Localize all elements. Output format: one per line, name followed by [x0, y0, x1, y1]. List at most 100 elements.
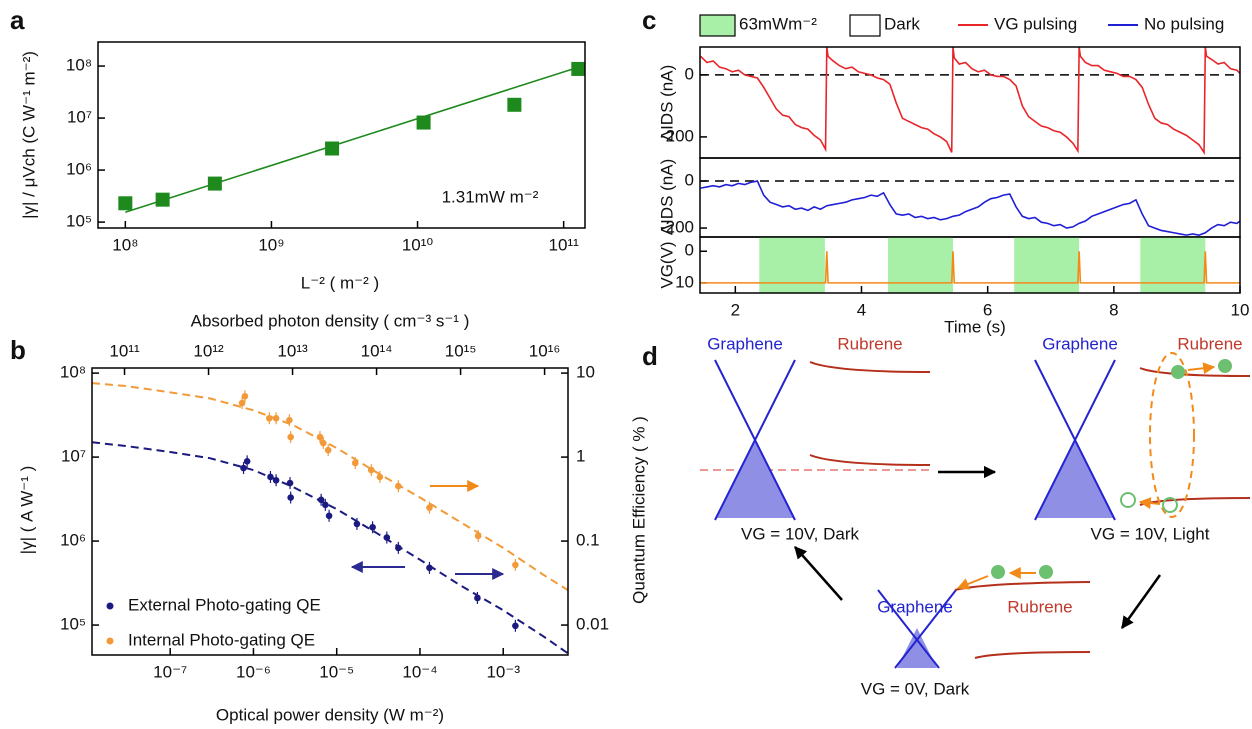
data-point	[512, 561, 519, 569]
y2-tick-label: 0.1	[576, 531, 600, 550]
y-tick-label: 10⁶	[66, 160, 92, 179]
x-label: L⁻² ( m⁻² )	[301, 273, 379, 292]
y-tick-label: 10	[675, 272, 694, 291]
legend-label: 63mWm⁻²	[739, 14, 817, 33]
series-line	[700, 47, 1240, 156]
cycle-arrow	[794, 546, 843, 601]
panel-label: a	[10, 5, 25, 35]
y-tick-label: 10⁷	[67, 108, 92, 127]
y2-tick-label: 0.01	[576, 615, 609, 634]
x-tick-label: 10⁻³	[486, 662, 520, 681]
rubrene-label: Rubrene	[1007, 597, 1072, 616]
dirac-cone	[714, 359, 796, 521]
legend: External Photo-gating QE Internal Photo-g…	[106, 595, 321, 649]
x2-tick-label: 10¹²	[193, 341, 224, 360]
data-point	[243, 458, 251, 465]
light-interval	[1140, 237, 1206, 293]
x-tick-label: 10⁹	[258, 235, 284, 254]
x2-tick-label: 10¹⁴	[361, 341, 393, 360]
y-tick-label: 0	[685, 171, 694, 190]
x-tick-label: 10⁻⁵	[319, 662, 354, 681]
dirac-cone	[1034, 359, 1116, 521]
panel-label: b	[10, 335, 26, 365]
state-caption: VG = 0V, Dark	[861, 679, 970, 698]
dirac-cone	[877, 589, 940, 669]
band	[809, 361, 931, 373]
cycle-arrow	[1120, 574, 1162, 630]
y-label: |γ| ( A W⁻¹ )	[17, 466, 36, 555]
y-tick-label: 0	[685, 64, 694, 83]
dirac-cone	[894, 589, 957, 669]
x-tick-label: 6	[983, 300, 992, 319]
data-point	[426, 504, 433, 511]
data-point	[507, 97, 522, 112]
x-tick-label: 10¹⁰	[402, 235, 434, 254]
legend-label: No pulsing	[1144, 14, 1224, 33]
legend-swatch	[849, 14, 881, 37]
data-point	[376, 473, 384, 481]
legend-label: VG pulsing	[994, 14, 1077, 33]
data-point	[369, 523, 376, 531]
transfer-arrow	[1187, 362, 1216, 375]
panel-label: c	[642, 5, 656, 35]
y-tick-label: 10⁸	[60, 363, 86, 382]
chart: 10⁸ 10⁹ 10¹⁰ 10¹¹ 10⁵ 10⁶ 10⁷ 10⁸ a L⁻² ( m⁻² ) |γ…	[10, 5, 586, 292]
series-line	[700, 180, 1240, 236]
hole	[1120, 492, 1136, 508]
series-line	[700, 251, 1240, 284]
x2-tick-label: 10¹¹	[109, 341, 140, 360]
chart: 10⁻⁷ 10⁻⁶ 10⁻⁵ 10⁻⁴ 10⁻³ 10¹¹ 10¹² 10¹³ 10¹⁴ 10¹⁵…	[10, 311, 648, 724]
plot-frame	[699, 46, 1241, 159]
y-tick-label: 0	[685, 241, 694, 260]
graphene-label: Graphene	[1042, 334, 1118, 353]
x-tick-label: 10⁻⁷	[153, 662, 187, 681]
y-tick-label: 10⁷	[61, 447, 86, 466]
legend-label: Internal Photo-gating QE	[128, 630, 315, 649]
y-label: |γ| / μVch (C W⁻¹ m⁻²)	[19, 51, 38, 219]
data-point	[287, 433, 294, 441]
graphene-label: Graphene	[877, 597, 953, 616]
filled-states	[1036, 440, 1114, 518]
state-caption: VG = 10V, Dark	[741, 524, 859, 543]
data-point	[353, 520, 361, 528]
y-tick-label: 10⁵	[66, 212, 92, 231]
series-line	[125, 66, 579, 213]
x-tick-label: 10⁻⁴	[402, 662, 437, 681]
light-interval	[887, 237, 953, 293]
y-tick-label: 10⁵	[60, 615, 86, 634]
band	[974, 651, 1091, 659]
light-interval	[759, 237, 825, 293]
light-interval	[1014, 237, 1080, 293]
series-line	[92, 382, 568, 592]
y-label: ΔIDS (nA)	[657, 65, 676, 142]
y2-tick-label: 10	[576, 363, 595, 382]
data-point	[325, 512, 333, 520]
electron	[991, 565, 1005, 579]
legend-label: External Photo-gating QE	[128, 595, 321, 614]
data-point	[319, 439, 327, 447]
y2-tick-label: 1	[576, 447, 585, 466]
data-point	[367, 466, 375, 474]
x-tick-label: 10⁻⁶	[236, 662, 271, 681]
x2-tick-label: 10¹³	[277, 341, 308, 360]
electron	[1218, 359, 1232, 373]
plot-frame	[91, 367, 569, 656]
rubrene-label: Rubrene	[1177, 334, 1242, 353]
electron	[1039, 565, 1053, 579]
y-tick-label: 10⁶	[60, 531, 86, 550]
plot-frame	[699, 236, 1241, 294]
rubrene-label: Rubrene	[837, 334, 902, 353]
y-label: ΔIDS (nA)	[657, 159, 676, 236]
x-label: Optical power density (W m⁻²)	[216, 705, 444, 724]
x2-tick-label: 10¹⁶	[529, 341, 561, 360]
y-tick-label: -200	[660, 218, 694, 237]
annotation: 1.31mW m⁻²	[442, 187, 539, 206]
exciton	[1149, 352, 1195, 518]
band	[809, 454, 931, 466]
legend-swatch	[699, 14, 736, 37]
filled-states	[716, 440, 794, 518]
x2-tick-label: 10¹⁵	[445, 341, 477, 360]
plot-frame	[97, 41, 586, 229]
